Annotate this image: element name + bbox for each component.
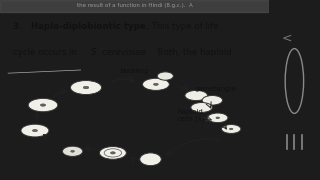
- Ellipse shape: [33, 129, 37, 132]
- Ellipse shape: [62, 146, 83, 156]
- Ellipse shape: [221, 125, 241, 133]
- Text: cycle occurs in: cycle occurs in: [13, 48, 80, 57]
- Ellipse shape: [207, 113, 228, 123]
- Ellipse shape: [83, 86, 89, 89]
- Text: haploid: haploid: [177, 109, 203, 115]
- Ellipse shape: [21, 124, 49, 137]
- Ellipse shape: [100, 147, 126, 159]
- Text: 3.: 3.: [13, 22, 29, 31]
- Text: budding: budding: [120, 68, 149, 75]
- Bar: [0, 0, 269, 12]
- Ellipse shape: [191, 103, 212, 112]
- Ellipse shape: [229, 128, 233, 130]
- Ellipse shape: [110, 152, 115, 154]
- Ellipse shape: [157, 72, 173, 80]
- Ellipse shape: [70, 80, 102, 95]
- Text: Both, the haploid: Both, the haploid: [152, 48, 232, 57]
- Ellipse shape: [154, 83, 158, 85]
- Text: This type of life: This type of life: [149, 22, 219, 31]
- Ellipse shape: [40, 104, 45, 106]
- Circle shape: [140, 153, 161, 166]
- Ellipse shape: [202, 96, 223, 105]
- Ellipse shape: [28, 98, 58, 112]
- Text: cells (x): cells (x): [177, 115, 205, 122]
- Text: Haplo-diplobiontic type.: Haplo-diplobiontic type.: [31, 22, 149, 31]
- Text: the result of a function in Hindi (8.g.c.).  A: the result of a function in Hindi (8.g.c…: [76, 3, 192, 8]
- Text: gametangia: gametangia: [195, 86, 236, 92]
- Ellipse shape: [185, 90, 207, 101]
- Text: <: <: [282, 31, 292, 44]
- Ellipse shape: [142, 78, 169, 90]
- Text: S. cerevisiae.: S. cerevisiae.: [91, 48, 148, 57]
- Ellipse shape: [71, 150, 74, 152]
- Ellipse shape: [216, 117, 220, 119]
